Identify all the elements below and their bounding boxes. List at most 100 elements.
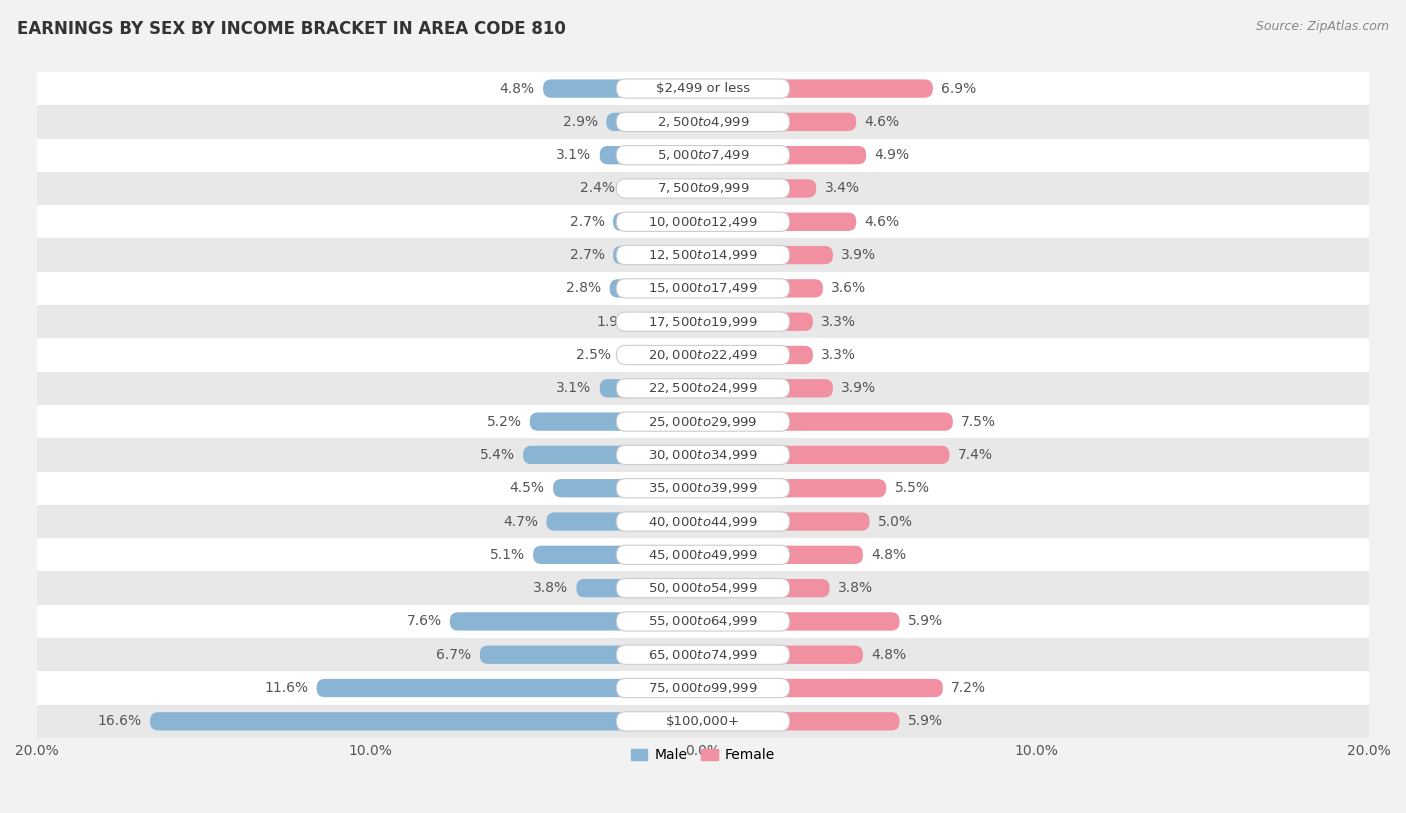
- Bar: [37, 272, 1369, 305]
- FancyBboxPatch shape: [616, 678, 790, 698]
- FancyBboxPatch shape: [616, 646, 790, 664]
- FancyBboxPatch shape: [610, 279, 703, 298]
- FancyBboxPatch shape: [616, 579, 790, 598]
- Text: 3.1%: 3.1%: [557, 148, 592, 162]
- Bar: [37, 672, 1369, 705]
- FancyBboxPatch shape: [616, 279, 790, 298]
- Text: 5.9%: 5.9%: [908, 715, 943, 728]
- Text: 3.3%: 3.3%: [821, 348, 856, 362]
- Bar: [37, 638, 1369, 672]
- Text: $65,000 to $74,999: $65,000 to $74,999: [648, 648, 758, 662]
- Text: 2.4%: 2.4%: [579, 181, 614, 195]
- FancyBboxPatch shape: [606, 113, 703, 131]
- Text: 2.8%: 2.8%: [567, 281, 602, 295]
- FancyBboxPatch shape: [703, 180, 817, 198]
- Legend: Male, Female: Male, Female: [626, 742, 780, 767]
- Text: 4.5%: 4.5%: [510, 481, 544, 495]
- Text: $20,000 to $22,499: $20,000 to $22,499: [648, 348, 758, 362]
- FancyBboxPatch shape: [703, 80, 932, 98]
- Text: 7.4%: 7.4%: [957, 448, 993, 462]
- FancyBboxPatch shape: [703, 512, 869, 531]
- Text: 4.8%: 4.8%: [872, 648, 907, 662]
- FancyBboxPatch shape: [616, 179, 790, 198]
- Bar: [37, 238, 1369, 272]
- Bar: [37, 105, 1369, 138]
- Text: 1.9%: 1.9%: [596, 315, 631, 328]
- Bar: [37, 205, 1369, 238]
- FancyBboxPatch shape: [703, 412, 953, 431]
- Text: $2,500 to $4,999: $2,500 to $4,999: [657, 115, 749, 129]
- Bar: [37, 172, 1369, 205]
- FancyBboxPatch shape: [316, 679, 703, 698]
- Text: $7,500 to $9,999: $7,500 to $9,999: [657, 181, 749, 195]
- Text: $2,499 or less: $2,499 or less: [657, 82, 749, 95]
- FancyBboxPatch shape: [703, 712, 900, 731]
- FancyBboxPatch shape: [703, 312, 813, 331]
- Text: $12,500 to $14,999: $12,500 to $14,999: [648, 248, 758, 262]
- FancyBboxPatch shape: [703, 379, 832, 398]
- FancyBboxPatch shape: [616, 246, 790, 265]
- Bar: [37, 572, 1369, 605]
- Text: 4.6%: 4.6%: [865, 215, 900, 228]
- Text: 6.7%: 6.7%: [436, 648, 471, 662]
- FancyBboxPatch shape: [616, 546, 790, 564]
- FancyBboxPatch shape: [620, 346, 703, 364]
- Bar: [37, 72, 1369, 105]
- FancyBboxPatch shape: [616, 346, 790, 364]
- FancyBboxPatch shape: [616, 379, 790, 398]
- Text: $22,500 to $24,999: $22,500 to $24,999: [648, 381, 758, 395]
- FancyBboxPatch shape: [703, 479, 886, 498]
- Text: 4.8%: 4.8%: [872, 548, 907, 562]
- Text: Source: ZipAtlas.com: Source: ZipAtlas.com: [1256, 20, 1389, 33]
- FancyBboxPatch shape: [703, 146, 866, 164]
- Text: 16.6%: 16.6%: [97, 715, 142, 728]
- FancyBboxPatch shape: [623, 180, 703, 198]
- FancyBboxPatch shape: [616, 112, 790, 132]
- Bar: [37, 438, 1369, 472]
- Text: 4.9%: 4.9%: [875, 148, 910, 162]
- Text: $45,000 to $49,999: $45,000 to $49,999: [648, 548, 758, 562]
- Text: 7.5%: 7.5%: [962, 415, 995, 428]
- FancyBboxPatch shape: [553, 479, 703, 498]
- FancyBboxPatch shape: [703, 279, 823, 298]
- Text: 2.9%: 2.9%: [562, 115, 598, 129]
- Text: 5.0%: 5.0%: [877, 515, 912, 528]
- Bar: [37, 472, 1369, 505]
- Text: EARNINGS BY SEX BY INCOME BRACKET IN AREA CODE 810: EARNINGS BY SEX BY INCOME BRACKET IN ARE…: [17, 20, 565, 38]
- Bar: [37, 305, 1369, 338]
- Text: 3.3%: 3.3%: [821, 315, 856, 328]
- FancyBboxPatch shape: [616, 146, 790, 165]
- Text: 6.9%: 6.9%: [941, 81, 976, 96]
- Bar: [37, 372, 1369, 405]
- Text: $40,000 to $44,999: $40,000 to $44,999: [648, 515, 758, 528]
- Bar: [37, 338, 1369, 372]
- FancyBboxPatch shape: [703, 213, 856, 231]
- FancyBboxPatch shape: [523, 446, 703, 464]
- FancyBboxPatch shape: [640, 312, 703, 331]
- Text: 5.2%: 5.2%: [486, 415, 522, 428]
- FancyBboxPatch shape: [533, 546, 703, 564]
- FancyBboxPatch shape: [616, 79, 790, 98]
- FancyBboxPatch shape: [547, 512, 703, 531]
- Text: 11.6%: 11.6%: [264, 681, 308, 695]
- Text: $50,000 to $54,999: $50,000 to $54,999: [648, 581, 758, 595]
- FancyBboxPatch shape: [613, 213, 703, 231]
- Text: $55,000 to $64,999: $55,000 to $64,999: [648, 615, 758, 628]
- FancyBboxPatch shape: [600, 146, 703, 164]
- Text: 5.9%: 5.9%: [908, 615, 943, 628]
- FancyBboxPatch shape: [616, 212, 790, 232]
- FancyBboxPatch shape: [576, 579, 703, 598]
- Text: 7.6%: 7.6%: [406, 615, 441, 628]
- Text: 5.5%: 5.5%: [894, 481, 929, 495]
- Text: $17,500 to $19,999: $17,500 to $19,999: [648, 315, 758, 328]
- Text: 7.2%: 7.2%: [950, 681, 986, 695]
- FancyBboxPatch shape: [703, 546, 863, 564]
- FancyBboxPatch shape: [530, 412, 703, 431]
- Text: $15,000 to $17,499: $15,000 to $17,499: [648, 281, 758, 295]
- Text: $75,000 to $99,999: $75,000 to $99,999: [648, 681, 758, 695]
- Text: 3.1%: 3.1%: [557, 381, 592, 395]
- Text: $25,000 to $29,999: $25,000 to $29,999: [648, 415, 758, 428]
- FancyBboxPatch shape: [616, 479, 790, 498]
- Bar: [37, 538, 1369, 572]
- FancyBboxPatch shape: [616, 711, 790, 731]
